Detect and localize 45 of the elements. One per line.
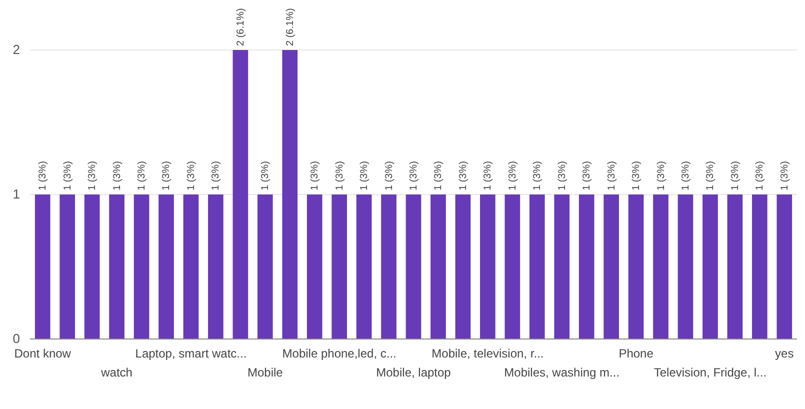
data-label: 1 (3%): [384, 161, 395, 190]
data-label: 1 (3%): [705, 161, 716, 190]
data-label: 1 (3%): [606, 161, 618, 190]
data-label: 1 (3%): [680, 161, 692, 190]
x-tick-label: Laptop, smart watc...: [135, 346, 247, 361]
data-label: 1 (3%): [458, 161, 469, 190]
data-label: 1 (3%): [161, 161, 172, 190]
data-label: 1 (3%): [87, 161, 98, 190]
data-label: 1 (3%): [507, 161, 518, 190]
data-label: 1 (3%): [136, 161, 148, 190]
y-tick-label: 1: [12, 186, 20, 202]
data-label: 1 (3%): [433, 161, 444, 190]
data-label: 1 (3%): [186, 161, 197, 190]
data-label: 1 (3%): [656, 161, 667, 190]
x-tick-label: Mobile, television, r...: [432, 346, 544, 361]
data-label: 1 (3%): [359, 161, 370, 190]
data-label: 1 (3%): [260, 161, 272, 190]
data-label: 1 (3%): [38, 161, 49, 190]
data-label: 1 (3%): [556, 161, 568, 190]
data-label: 1 (3%): [482, 161, 494, 190]
x-tick-label: yes: [775, 346, 794, 361]
data-label: 2 (6.1%): [235, 8, 246, 46]
data-label: 1 (3%): [62, 161, 74, 190]
data-label: 1 (3%): [582, 161, 593, 190]
data-label: 1 (3%): [112, 161, 123, 190]
y-tick-label: 2: [12, 42, 20, 58]
data-label: 1 (3%): [754, 161, 766, 190]
x-tick-label: Dont know: [14, 346, 72, 361]
data-label: 1 (3%): [334, 161, 346, 190]
x-tick-label: Mobiles, washing m...: [504, 366, 620, 380]
data-label: 1 (3%): [210, 161, 222, 190]
x-tick-label: Mobile, laptop: [376, 366, 452, 380]
y-tick-label: 0: [12, 331, 20, 346]
data-label: 1 (3%): [779, 161, 790, 190]
x-tick-label: Phone: [618, 346, 654, 361]
data-label: 2 (6.1%): [284, 8, 296, 46]
data-label: 1 (3%): [730, 161, 741, 190]
x-tick-label: watch: [100, 366, 132, 380]
x-tick-label: Mobile: [247, 366, 284, 380]
x-tick-label: Television, Fridge, l...: [654, 366, 767, 380]
data-label: 1 (3%): [310, 161, 321, 190]
data-label: 1 (3%): [631, 161, 642, 190]
data-label: 1 (3%): [408, 161, 420, 190]
data-label: 1 (3%): [532, 161, 544, 190]
x-tick-label: Mobile phone,led, c...: [282, 346, 396, 361]
